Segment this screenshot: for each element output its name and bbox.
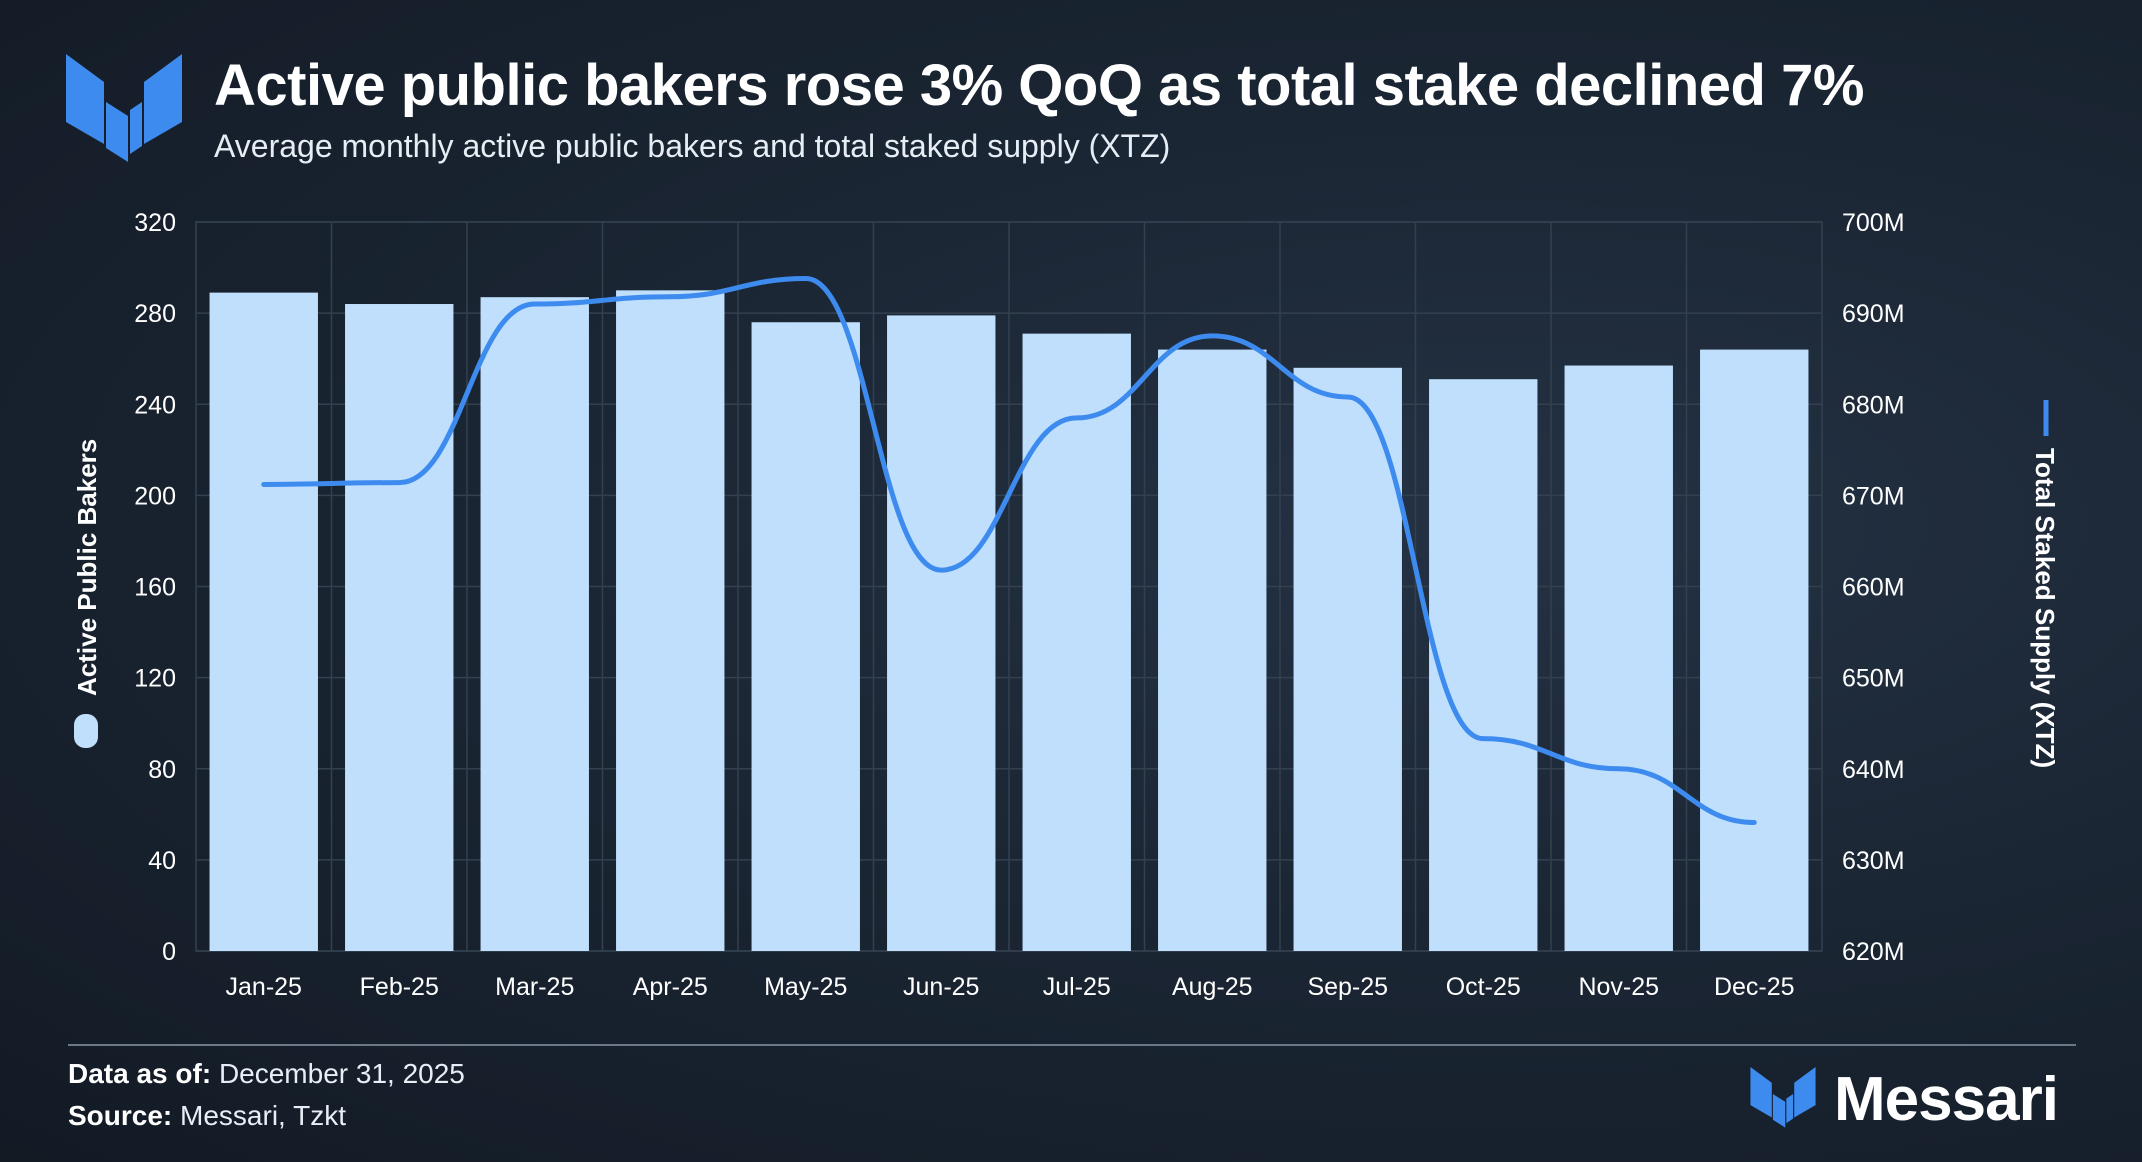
left-tick-label: 40 [148,847,176,875]
data-as-of-value: December 31, 2025 [218,1058,465,1089]
right-tick-label: 630M [1842,847,1905,875]
x-tick-label: Jul-25 [1043,973,1111,1001]
brand-name: Messari [1834,1064,2059,1134]
right-tick-label: 680M [1842,391,1905,419]
right-axis-title-group: Total Staked Supply (XTZ) [2030,400,2060,768]
bar [887,315,996,951]
x-tick-label: Nov-25 [1578,973,1659,1001]
page-subtitle: Average monthly active public bakers and… [214,128,1171,164]
x-tick-label: Feb-25 [360,973,439,1001]
right-tick-label: 650M [1842,665,1905,693]
source: Source: Messari, Tzkt [68,1100,346,1132]
x-tick-label: Oct-25 [1446,973,1521,1001]
footer-divider [68,1044,2076,1046]
data-as-of: Data as of: December 31, 2025 [68,1058,465,1090]
bar [1293,367,1402,951]
left-tick-label: 120 [134,665,176,693]
x-tick-label: Dec-25 [1714,973,1795,1001]
bar [1700,349,1809,951]
data-as-of-label: Data as of: [68,1058,212,1089]
x-tick-label: Jan-25 [226,973,302,1001]
x-tick-label: Mar-25 [495,973,574,1001]
right-tick-label: 660M [1842,574,1905,602]
source-value: Messari, Tzkt [180,1100,346,1131]
left-tick-label: 160 [134,574,176,602]
staked-supply-line [261,275,1757,826]
line-series [261,275,1757,826]
left-axis-title-group: Active Public Bakers [72,439,102,748]
bar [1158,349,1267,951]
left-axis-ticks: 0 40 80 120 160 200 240 280 320 [134,209,176,966]
bar-series [209,290,1809,952]
bar [1429,379,1538,951]
right-tick-label: 670M [1842,482,1905,510]
right-axis-title: Total Staked Supply (XTZ) [2030,448,2060,768]
brand-logo: Messari [1750,1064,2059,1134]
left-tick-label: 200 [134,482,176,510]
right-tick-label: 620M [1842,938,1905,966]
right-tick-label: 690M [1842,300,1905,328]
messari-brand-icon [1750,1067,1816,1128]
bar [1564,365,1673,952]
left-tick-label: 80 [148,756,176,784]
right-tick-label: 640M [1842,756,1905,784]
bar-legend-swatch [74,714,98,748]
x-tick-label: Jun-25 [903,973,979,1001]
x-tick-label: Aug-25 [1172,973,1253,1001]
bar [480,297,589,952]
bar [345,304,454,951]
right-axis-ticks: 620M 630M 640M 650M 660M 670M 680M 690M 700M [1842,209,1905,966]
source-label: Source: [68,1100,173,1131]
chart: 0 40 80 120 160 200 240 280 320 620M 630M 640M 650M… [72,209,2060,1001]
left-axis-title: Active Public Bakers [72,439,102,696]
bar [1022,333,1131,951]
grid-lines [195,221,1823,952]
x-axis-ticks: Jan-25 Feb-25 Mar-25 Apr-25 May-25 Jun-25 Jul-… [226,973,1795,1001]
page-title: Active public bakers rose 3% QoQ as tota… [214,53,1864,118]
left-tick-label: 0 [162,938,176,966]
left-tick-label: 320 [134,209,176,237]
bar [751,322,860,951]
left-tick-label: 240 [134,391,176,419]
left-tick-label: 280 [134,300,176,328]
bar [616,290,725,951]
bar [209,292,318,951]
x-tick-label: Sep-25 [1307,973,1388,1001]
x-tick-label: Apr-25 [633,973,708,1001]
messari-logo-icon [66,54,182,162]
right-tick-label: 700M [1842,209,1905,237]
x-tick-label: May-25 [764,973,847,1001]
